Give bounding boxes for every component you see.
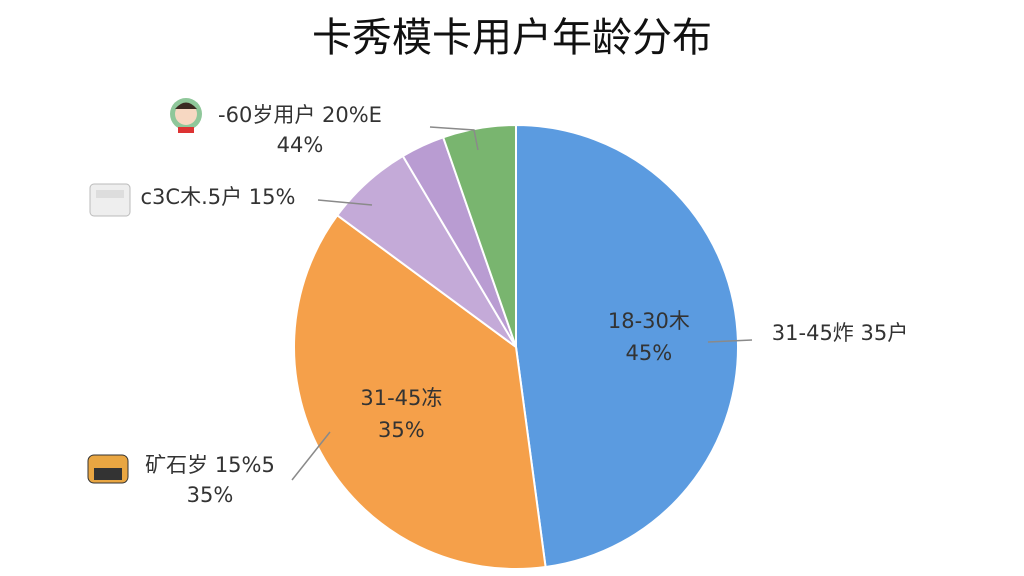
pie-slice [441, 123, 517, 348]
callout-label: c3C木.5户 15% [141, 185, 296, 209]
slice-label: 31-45冻 [360, 386, 442, 410]
pie-slice [515, 123, 739, 569]
slice-value-label: 45% [626, 341, 673, 365]
callout-label: 35% [187, 483, 234, 507]
callout-line [317, 199, 373, 206]
person-icon [170, 98, 202, 133]
device-icon [89, 183, 131, 217]
callout-line [429, 126, 479, 151]
callout-line [291, 431, 331, 481]
pie-slice [293, 213, 547, 570]
icons [87, 98, 202, 484]
car-icon [87, 454, 129, 484]
callout-label: 31-45炸 35户 [772, 321, 908, 345]
callout-label: 44% [277, 133, 324, 157]
callout-label: -60岁用户 20%E [218, 103, 382, 127]
pie [293, 123, 739, 570]
slice-value-label: 35% [378, 418, 425, 442]
chart-title: 卡秀模卡用户年龄分布 [312, 15, 712, 61]
slice-label: 18-30木 [608, 309, 690, 333]
callout-label: 矿石岁 15%5 [145, 453, 275, 477]
callout-line [707, 339, 753, 343]
